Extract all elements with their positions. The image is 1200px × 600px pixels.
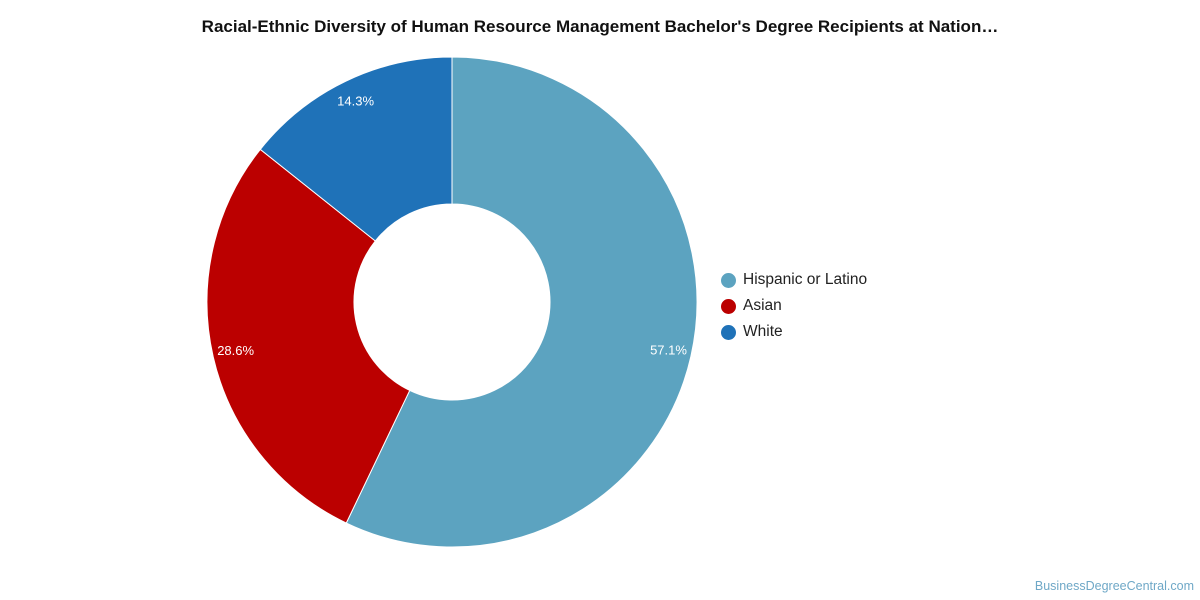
legend-swatch-hispanic-or-latino [721, 272, 736, 288]
watermark[interactable]: BusinessDegreeCentral.com [1034, 579, 1194, 593]
legend-label-hispanic-or-latino: Hispanic or Latino [743, 271, 868, 288]
legend-label-asian: Asian [743, 297, 782, 314]
chart-title: Racial-Ethnic Diversity of Human Resourc… [201, 17, 999, 36]
slice-label-hispanic-or-latino: 57.1% [650, 343, 687, 358]
donut-slices [206, 56, 698, 548]
slice-label-white: 14.3% [337, 93, 374, 108]
slice-hispanic-or-latino[interactable] [345, 56, 698, 548]
legend-swatch-white [721, 324, 736, 340]
slice-labels: 57.1% 28.6% 14.3% [217, 93, 687, 358]
legend-label-white: White [743, 323, 783, 340]
legend-item-white[interactable]: White [721, 319, 867, 345]
chart-legend: Hispanic or Latino Asian White [721, 267, 867, 345]
slice-white[interactable] [259, 56, 453, 242]
legend-swatch-asian [721, 298, 736, 314]
slice-label-asian: 28.6% [217, 343, 254, 358]
slice-asian[interactable] [206, 148, 411, 524]
legend-item-asian[interactable]: Asian [721, 293, 867, 319]
legend-item-hispanic-or-latino[interactable]: Hispanic or Latino [721, 267, 867, 293]
